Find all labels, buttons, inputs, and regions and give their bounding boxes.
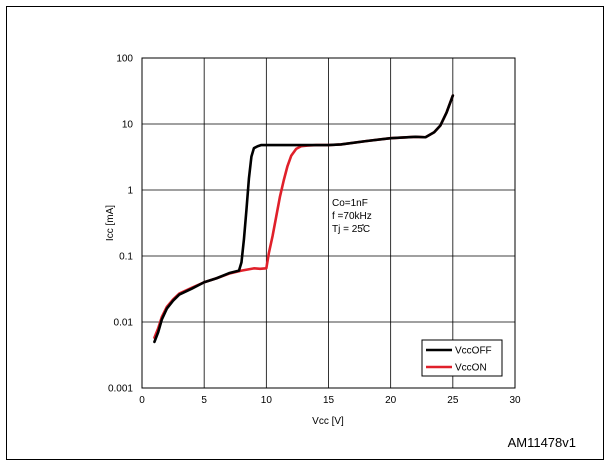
plot-border	[141, 57, 516, 389]
y-axis-label: Icc [mA]	[105, 205, 116, 241]
x-tick-label: 10	[261, 395, 273, 406]
x-tick-label: 20	[385, 395, 397, 406]
x-tick-label: 25	[447, 395, 459, 406]
legend-box	[421, 339, 503, 377]
figure-id: AM11478v1	[507, 435, 576, 450]
series-line-vccon	[153, 94, 455, 339]
x-tick-label: 0	[139, 395, 145, 406]
annotation-text: Co=1nF	[332, 198, 368, 209]
y-tick-label: 1	[127, 186, 133, 197]
x-axis-label: Vcc [V]	[312, 416, 344, 427]
series-lines	[153, 94, 455, 344]
x-tick-label: 30	[509, 395, 521, 406]
annotation-text: f =70kHz	[332, 211, 372, 222]
x-tick-label: 15	[323, 395, 335, 406]
x-tick-label: 5	[201, 395, 207, 406]
figure-frame	[6, 6, 604, 460]
y-tick-label: 0.1	[119, 252, 133, 263]
legend-label-vccon: VccON	[455, 363, 487, 374]
y-tick-label: 0.001	[108, 384, 133, 395]
y-tick-label: 0.01	[114, 318, 134, 329]
legend: VccOFF VccON	[421, 339, 503, 377]
tick-labels: 0 5 10 15 20 25 30 0.001 0.01 0.1 1 10 100	[108, 54, 521, 407]
y-tick-label: 10	[122, 120, 134, 131]
annotation-text: Tj = 25̊C	[332, 222, 370, 235]
y-tick-label: 100	[116, 54, 133, 65]
legend-label-vccoff: VccOFF	[455, 346, 492, 357]
grid	[141, 57, 516, 389]
series-line-vccoff	[153, 94, 455, 344]
